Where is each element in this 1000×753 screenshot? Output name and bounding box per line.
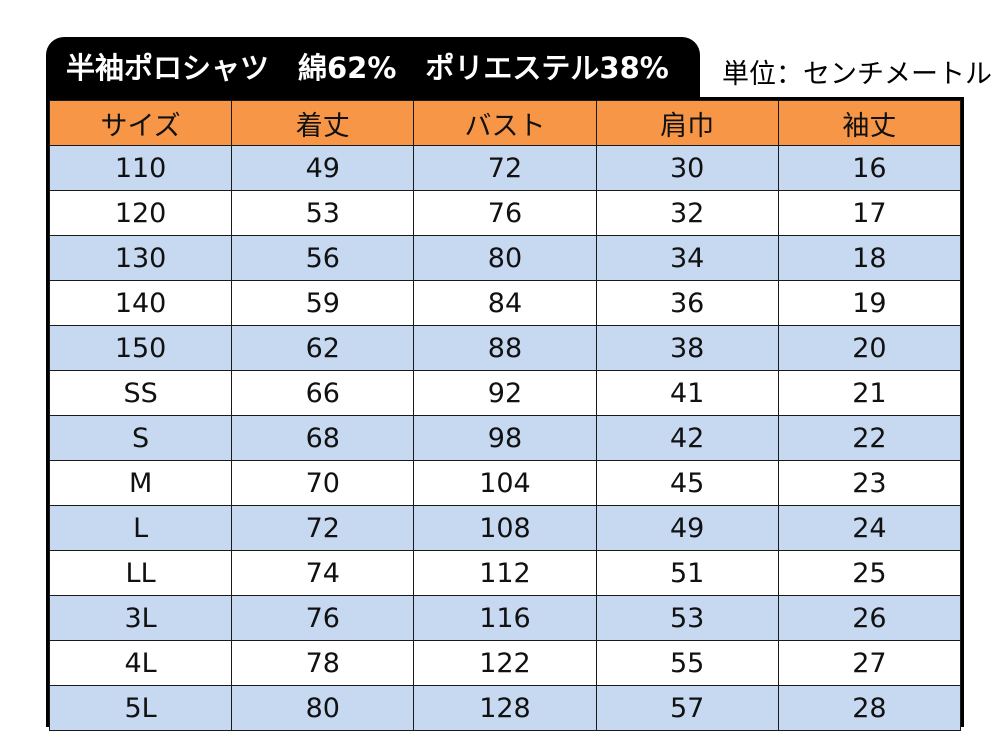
column-header-shoulder: 肩巾 xyxy=(595,100,779,146)
bust-cell: 108 xyxy=(413,505,597,551)
table-title: 半袖ポロシャツ 綿62% ポリエステル38% xyxy=(46,37,700,99)
size-cell: 120 xyxy=(48,190,233,236)
bust-cell: 76 xyxy=(413,190,597,236)
shoulder-cell: 55 xyxy=(595,640,779,686)
column-header-bust: バスト xyxy=(413,100,597,146)
table-row: 3L 76 116 53 26 xyxy=(48,595,962,641)
sleeve-cell: 18 xyxy=(777,235,962,281)
shoulder-cell: 36 xyxy=(595,280,779,326)
unit-label: 単位：センチメートル xyxy=(722,59,992,90)
length-cell: 62 xyxy=(231,325,415,371)
table-row: 4L 78 122 55 27 xyxy=(48,640,962,686)
length-cell: 49 xyxy=(231,145,415,191)
bust-cell: 72 xyxy=(413,145,597,191)
column-header-size: サイズ xyxy=(48,100,233,146)
bust-cell: 80 xyxy=(413,235,597,281)
sleeve-cell: 22 xyxy=(777,415,962,461)
table-row: L 72 108 49 24 xyxy=(48,505,962,551)
length-cell: 56 xyxy=(231,235,415,281)
shoulder-cell: 45 xyxy=(595,460,779,506)
shoulder-cell: 42 xyxy=(595,415,779,461)
shoulder-cell: 34 xyxy=(595,235,779,281)
bust-cell: 84 xyxy=(413,280,597,326)
bust-cell: 112 xyxy=(413,550,597,596)
size-cell: 5L xyxy=(48,685,233,731)
sleeve-cell: 17 xyxy=(777,190,962,236)
sleeve-cell: 24 xyxy=(777,505,962,551)
size-cell: 4L xyxy=(48,640,233,686)
size-cell: 110 xyxy=(48,145,233,191)
length-cell: 72 xyxy=(231,505,415,551)
sleeve-cell: 16 xyxy=(777,145,962,191)
shoulder-cell: 53 xyxy=(595,595,779,641)
sleeve-cell: 25 xyxy=(777,550,962,596)
length-cell: 66 xyxy=(231,370,415,416)
size-cell: 150 xyxy=(48,325,233,371)
table-row: 140 59 84 36 19 xyxy=(48,280,962,326)
shoulder-cell: 32 xyxy=(595,190,779,236)
sleeve-cell: 20 xyxy=(777,325,962,371)
bust-cell: 116 xyxy=(413,595,597,641)
sleeve-cell: 28 xyxy=(777,685,962,731)
bust-cell: 122 xyxy=(413,640,597,686)
size-cell: 3L xyxy=(48,595,233,641)
size-cell: 130 xyxy=(48,235,233,281)
table-row: 110 49 72 30 16 xyxy=(48,145,962,191)
table-row: SS 66 92 41 21 xyxy=(48,370,962,416)
size-table: サイズ 着丈 バスト 肩巾 袖丈 110 49 72 30 16 120 53 76 32 17 1… xyxy=(48,100,962,731)
table-row: 5L 80 128 57 28 xyxy=(48,685,962,731)
table-row: 150 62 88 38 20 xyxy=(48,325,962,371)
shoulder-cell: 49 xyxy=(595,505,779,551)
table-row: M 70 104 45 23 xyxy=(48,460,962,506)
bust-cell: 128 xyxy=(413,685,597,731)
bust-cell: 88 xyxy=(413,325,597,371)
size-cell: L xyxy=(48,505,233,551)
shoulder-cell: 38 xyxy=(595,325,779,371)
table-row: 120 53 76 32 17 xyxy=(48,190,962,236)
size-cell: M xyxy=(48,460,233,506)
length-cell: 76 xyxy=(231,595,415,641)
bust-cell: 92 xyxy=(413,370,597,416)
sleeve-cell: 19 xyxy=(777,280,962,326)
bust-cell: 98 xyxy=(413,415,597,461)
header-row: サイズ 着丈 バスト 肩巾 袖丈 xyxy=(48,100,962,146)
sleeve-cell: 23 xyxy=(777,460,962,506)
table-row: S 68 98 42 22 xyxy=(48,415,962,461)
length-cell: 70 xyxy=(231,460,415,506)
sleeve-cell: 21 xyxy=(777,370,962,416)
length-cell: 74 xyxy=(231,550,415,596)
shoulder-cell: 41 xyxy=(595,370,779,416)
sleeve-cell: 27 xyxy=(777,640,962,686)
length-cell: 53 xyxy=(231,190,415,236)
shoulder-cell: 30 xyxy=(595,145,779,191)
size-cell: S xyxy=(48,415,233,461)
size-cell: SS xyxy=(48,370,233,416)
sleeve-cell: 26 xyxy=(777,595,962,641)
size-table-frame: サイズ 着丈 バスト 肩巾 袖丈 110 49 72 30 16 120 53 76 32 17 1… xyxy=(46,97,964,731)
column-header-length: 着丈 xyxy=(231,100,415,146)
table-row: LL 74 112 51 25 xyxy=(48,550,962,596)
shoulder-cell: 57 xyxy=(595,685,779,731)
column-header-sleeve: 袖丈 xyxy=(777,100,962,146)
shoulder-cell: 51 xyxy=(595,550,779,596)
length-cell: 59 xyxy=(231,280,415,326)
size-cell: LL xyxy=(48,550,233,596)
length-cell: 68 xyxy=(231,415,415,461)
size-cell: 140 xyxy=(48,280,233,326)
table-body: 110 49 72 30 16 120 53 76 32 17 130 56 80 34 18 140 59 84… xyxy=(48,145,962,731)
length-cell: 80 xyxy=(231,685,415,731)
length-cell: 78 xyxy=(231,640,415,686)
table-row: 130 56 80 34 18 xyxy=(48,235,962,281)
bust-cell: 104 xyxy=(413,460,597,506)
